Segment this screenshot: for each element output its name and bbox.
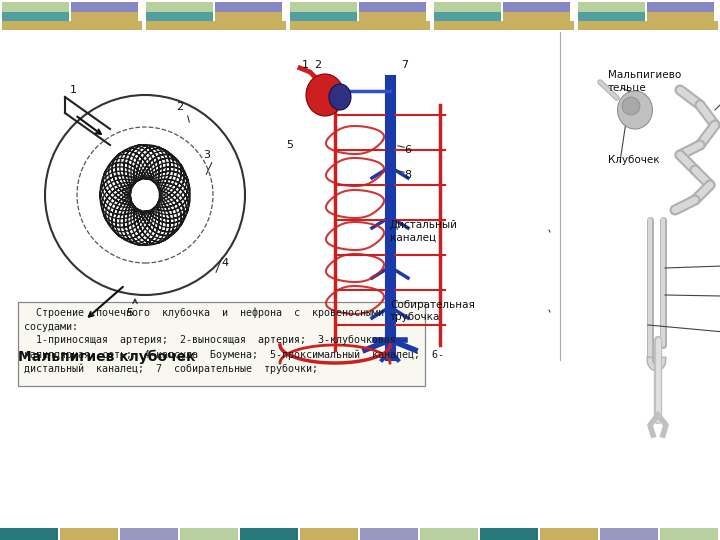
- Bar: [2, 21, 142, 30]
- Bar: [146, 2, 213, 12]
- Text: 6: 6: [405, 145, 412, 155]
- Bar: [503, 2, 570, 12]
- Text: Дистальный
каналец: Дистальный каналец: [390, 220, 458, 242]
- Bar: [660, 528, 718, 540]
- Bar: [434, 21, 574, 30]
- Text: 3: 3: [204, 150, 210, 160]
- Bar: [180, 528, 238, 540]
- Bar: [71, 2, 138, 12]
- Bar: [60, 528, 118, 540]
- Bar: [480, 528, 538, 540]
- FancyBboxPatch shape: [18, 302, 425, 386]
- Text: Клубочек: Клубочек: [608, 155, 660, 165]
- Bar: [290, 21, 430, 30]
- Bar: [215, 2, 282, 12]
- Bar: [578, 12, 645, 22]
- Bar: [600, 528, 658, 540]
- Text: Мальпигиево
тельце: Мальпигиево тельце: [608, 70, 681, 92]
- Bar: [434, 2, 501, 12]
- Bar: [215, 12, 282, 22]
- Text: 8: 8: [405, 170, 412, 180]
- Bar: [2, 2, 69, 12]
- Bar: [503, 12, 570, 22]
- Bar: [434, 12, 501, 22]
- Bar: [240, 528, 298, 540]
- Bar: [647, 2, 714, 12]
- Text: 1: 1: [70, 85, 76, 95]
- Text: Строение  почечного  клубочка  и  нефрона  с  кровеносными
сосудами:
  1-принося: Строение почечного клубочка и нефрона с …: [24, 307, 444, 374]
- Text: 2: 2: [315, 60, 322, 70]
- Bar: [0, 528, 58, 540]
- Bar: [359, 12, 426, 22]
- Ellipse shape: [618, 91, 652, 129]
- Text: 5: 5: [287, 140, 294, 150]
- Bar: [360, 528, 418, 540]
- Text: Мальпигиев клубочек: Мальпигиев клубочек: [18, 350, 196, 364]
- Text: 5: 5: [127, 308, 133, 318]
- Bar: [540, 528, 598, 540]
- Ellipse shape: [329, 84, 351, 110]
- Bar: [146, 21, 286, 30]
- Text: 4: 4: [222, 258, 228, 268]
- Text: 7: 7: [402, 60, 408, 70]
- Bar: [290, 2, 357, 12]
- Bar: [647, 12, 714, 22]
- Text: 2: 2: [176, 102, 184, 112]
- Bar: [359, 2, 426, 12]
- Bar: [578, 21, 718, 30]
- Bar: [146, 12, 213, 22]
- Text: Собирательная
трубочка: Собирательная трубочка: [390, 300, 475, 322]
- Bar: [290, 12, 357, 22]
- Bar: [2, 12, 69, 22]
- Text: 1: 1: [302, 60, 308, 70]
- Ellipse shape: [306, 74, 344, 116]
- Bar: [420, 528, 478, 540]
- Bar: [300, 528, 358, 540]
- Bar: [578, 2, 645, 12]
- Ellipse shape: [622, 97, 640, 115]
- Bar: [71, 12, 138, 22]
- Bar: [120, 528, 178, 540]
